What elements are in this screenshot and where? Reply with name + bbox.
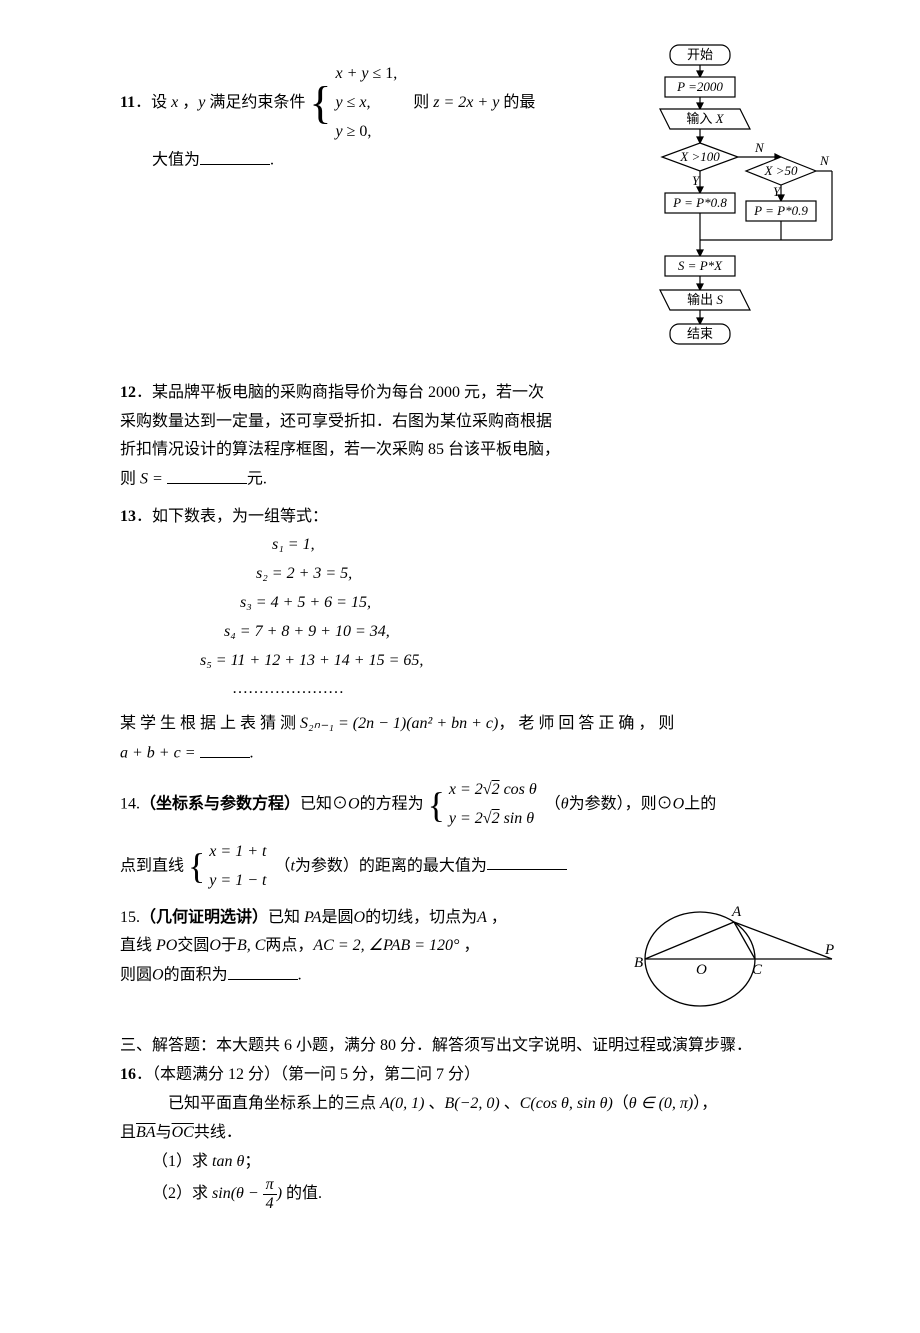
svg-text:输入 X: 输入 X <box>686 111 724 126</box>
problem-16: 16．（本题满分 12 分）（第一问 5 分，第二问 7 分） 已知平面直角坐标… <box>120 1061 840 1212</box>
ellipsis: ………………… <box>232 675 840 704</box>
circle-svg: A B O C P <box>620 894 840 1014</box>
svg-text:A: A <box>731 904 742 920</box>
problem-number: 14. <box>120 796 140 813</box>
answer-blank <box>487 852 567 871</box>
answer-blank <box>167 465 247 484</box>
problem-number: 11 <box>120 94 135 111</box>
svg-text:N: N <box>819 153 830 168</box>
flowchart-svg: 开始 P =2000 输入 X X >100 Y N X >50 Y N <box>610 40 840 360</box>
svg-text:X >50: X >50 <box>764 163 798 178</box>
svg-text:X >100: X >100 <box>679 149 720 164</box>
section-3-heading: 三、解答题：本大题共 6 小题，满分 80 分．解答须写出文字说明、证明过程或演… <box>120 1032 840 1061</box>
svg-text:开始: 开始 <box>687 47 713 62</box>
constraint-system: x + y ≤ 1, y ≤ x, y ≥ 0, <box>335 60 397 146</box>
problem-13: 13．如下数表，为一组等式： s₁ = 1, s₂ = 2 + 3 = 5, s… <box>120 503 840 769</box>
problem-number: 12 <box>120 384 136 401</box>
circle-figure: A B O C P <box>620 894 840 1025</box>
svg-text:P =2000: P =2000 <box>676 79 723 94</box>
parametric-line: x = 1 + t y = 1 − t <box>209 838 266 896</box>
svg-text:S = P*X: S = P*X <box>678 258 723 273</box>
eq-s4: s₄ = 7 + 8 + 9 + 10 = 34, <box>224 618 840 647</box>
eq-s2: s₂ = 2 + 3 = 5, <box>256 560 840 589</box>
answer-blank <box>228 961 298 980</box>
problem-number: 13 <box>120 508 136 525</box>
svg-text:B: B <box>634 955 643 971</box>
eq-s3: s₃ = 4 + 5 + 6 = 15, <box>240 589 840 618</box>
svg-text:输出 S: 输出 S <box>687 292 723 307</box>
svg-text:P: P <box>824 942 834 958</box>
problem-14: 14.（坐标系与参数方程）已知⊙O的方程为 { x = 2√2 cos θ y … <box>120 776 840 895</box>
problem-12: 12．某品牌平板电脑的采购商指导价为每台 2000 元，若一次 采购数量达到一定… <box>120 379 840 495</box>
flowchart-figure: 开始 P =2000 输入 X X >100 Y N X >50 Y N <box>610 40 840 371</box>
parametric-circle: x = 2√2 cos θ y = 2√2 sin θ <box>449 776 537 834</box>
eq-s1: s₁ = 1, <box>272 531 840 560</box>
svg-text:P = P*0.8: P = P*0.8 <box>672 195 727 210</box>
svg-text:C: C <box>752 962 763 978</box>
svg-text:N: N <box>754 140 765 155</box>
answer-blank <box>200 146 270 165</box>
svg-text:P = P*0.9: P = P*0.9 <box>753 203 808 218</box>
svg-text:O: O <box>696 962 707 978</box>
problem-number: 15. <box>120 909 140 926</box>
problem-number: 16 <box>120 1066 136 1083</box>
svg-text:结束: 结束 <box>687 326 713 341</box>
eq-s5: s₅ = 11 + 12 + 13 + 14 + 15 = 65, <box>200 647 840 676</box>
fraction-pi-4: π4 <box>263 1176 277 1212</box>
answer-blank <box>200 739 250 758</box>
